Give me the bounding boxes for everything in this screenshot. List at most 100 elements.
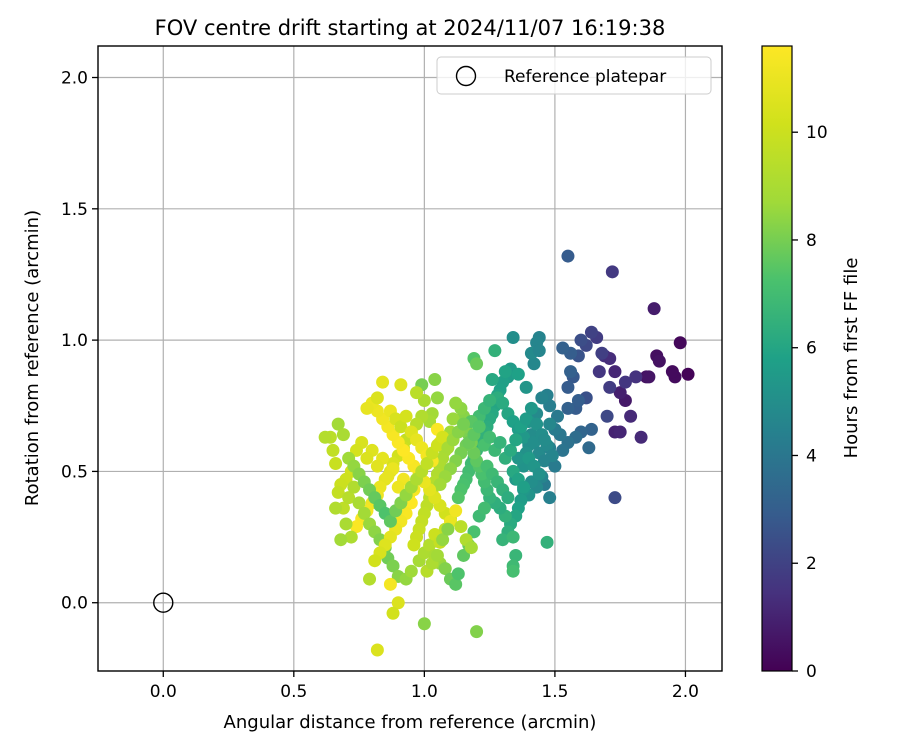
data-point <box>556 341 570 355</box>
data-point <box>376 375 390 389</box>
data-point <box>363 572 377 586</box>
data-point <box>511 451 525 465</box>
data-point <box>391 596 405 610</box>
data-point <box>417 617 431 631</box>
data-point <box>613 425 627 439</box>
data-point <box>665 365 679 379</box>
data-point <box>530 417 544 431</box>
data-point <box>556 443 570 457</box>
y-tick-label: 0.0 <box>61 594 88 614</box>
legend: Reference platepar <box>436 56 712 95</box>
data-point <box>647 302 661 316</box>
data-point <box>451 491 465 505</box>
colorbar-tick-label: 4 <box>806 446 817 466</box>
x-axis-label: Angular distance from reference (arcmin) <box>224 712 597 733</box>
data-point <box>349 443 363 457</box>
x-tick-label: 0.5 <box>280 682 307 702</box>
data-points <box>318 249 695 657</box>
data-point <box>352 496 366 510</box>
x-tick-label: 2.0 <box>672 682 699 702</box>
colorbar-tick-label: 8 <box>806 231 817 251</box>
data-point <box>608 491 622 505</box>
y-axis-label: Rotation from reference (arcmin) <box>22 210 43 506</box>
data-point <box>344 530 358 544</box>
data-point <box>331 485 345 499</box>
data-point <box>404 564 418 578</box>
legend-box <box>436 56 712 95</box>
colorbar-tick-label: 6 <box>806 339 817 359</box>
data-point <box>470 625 484 639</box>
data-point <box>506 330 520 344</box>
data-point <box>496 533 510 547</box>
data-point <box>420 457 434 471</box>
data-point <box>318 430 332 444</box>
data-point <box>527 436 541 450</box>
data-point <box>551 409 565 423</box>
data-point <box>571 394 585 408</box>
data-point <box>592 365 606 379</box>
data-point <box>634 430 648 444</box>
data-point <box>410 386 424 400</box>
data-point <box>449 504 463 518</box>
data-point <box>329 457 343 471</box>
data-point <box>386 606 400 620</box>
data-point <box>543 417 557 431</box>
data-point <box>449 396 463 410</box>
y-tick-label: 1.5 <box>61 200 88 220</box>
data-point <box>511 367 525 381</box>
data-point <box>423 538 437 552</box>
data-point <box>519 380 533 394</box>
data-point <box>391 480 405 494</box>
data-point <box>454 520 468 534</box>
data-point <box>488 344 502 358</box>
colorbar: 0 2 4 6 8 10 Hours from first FF file <box>761 45 862 682</box>
data-point <box>433 478 447 492</box>
colorbar-tick-label: 10 <box>806 123 828 143</box>
data-point <box>527 357 541 371</box>
data-point <box>496 396 510 410</box>
colorbar-tick-label: 2 <box>806 554 817 574</box>
plot-frame <box>97 45 723 672</box>
legend-reference-marker <box>455 65 477 87</box>
x-axis-ticks: 0.0 0.5 1.0 1.5 2.0 <box>150 671 699 702</box>
y-tick-label: 0.5 <box>61 462 88 482</box>
data-point <box>532 467 546 481</box>
data-point <box>331 417 345 431</box>
data-point <box>582 441 596 455</box>
data-point <box>652 354 666 368</box>
data-point <box>545 449 559 463</box>
y-tick-label: 2.0 <box>61 69 88 89</box>
data-point <box>370 643 384 657</box>
data-point <box>548 459 562 473</box>
data-point <box>506 530 520 544</box>
x-tick-label: 1.0 <box>411 682 438 702</box>
data-point <box>517 480 531 494</box>
data-point <box>349 520 363 534</box>
legend-label-reference: Reference platepar <box>504 67 666 87</box>
data-point <box>485 373 499 387</box>
data-point <box>537 433 551 447</box>
data-point <box>394 420 408 434</box>
data-point <box>370 391 384 405</box>
data-point <box>360 451 374 465</box>
data-point <box>383 577 397 591</box>
data-point <box>370 459 384 473</box>
data-point <box>430 391 444 405</box>
data-point <box>347 480 361 494</box>
data-point <box>483 394 497 408</box>
data-point <box>357 506 371 520</box>
data-point <box>436 533 450 547</box>
data-point <box>561 401 575 415</box>
data-point <box>535 391 549 405</box>
data-point <box>336 428 350 442</box>
data-point <box>584 422 598 436</box>
data-point <box>519 412 533 426</box>
data-point <box>467 446 481 460</box>
data-point <box>600 409 614 423</box>
data-point <box>428 373 442 387</box>
data-point <box>618 375 632 389</box>
data-point <box>509 433 523 447</box>
data-point <box>498 365 512 379</box>
colorbar-ticks: 0 2 4 6 8 10 <box>792 123 828 682</box>
reference-platepar-marker <box>153 592 174 613</box>
